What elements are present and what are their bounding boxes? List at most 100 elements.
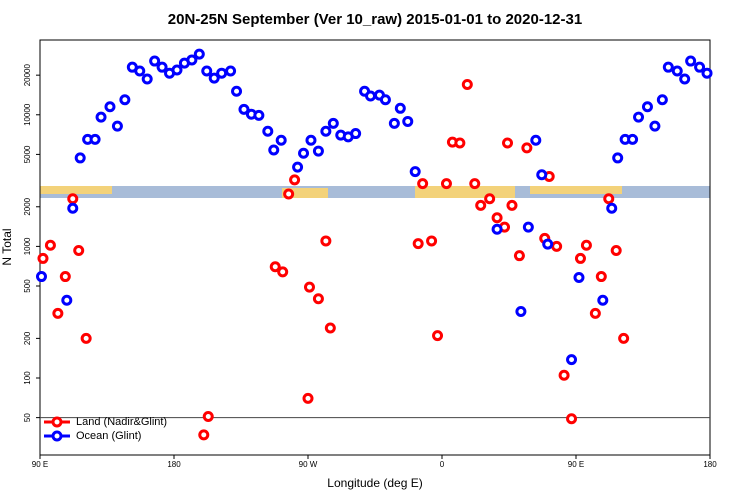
x-tick-label: 180 [703,460,717,469]
marker [606,202,618,214]
y-tick-label: 100 [23,371,32,385]
marker [573,272,585,284]
marker [134,65,146,77]
marker [298,147,310,159]
land-mask-band [40,186,710,198]
marker [73,245,85,257]
marker [350,128,362,140]
marker [536,169,548,181]
marker [52,307,64,319]
marker [679,73,691,85]
marker [542,238,554,250]
marker [149,55,161,67]
marker [67,193,79,205]
marker [292,161,304,173]
marker [198,429,210,441]
legend-marker [51,430,63,442]
marker [388,117,400,129]
x-axis-label: Longitude (deg E) [327,476,422,490]
y-tick-label: 1000 [23,237,32,255]
marker [671,65,683,77]
marker [202,410,214,422]
marker [312,145,324,157]
marker [412,238,424,250]
marker [530,134,542,146]
marker [394,102,406,114]
marker [409,166,421,178]
marker [701,67,713,79]
marker [440,178,452,190]
marker [522,221,534,233]
marker [694,61,706,73]
marker [283,188,295,200]
marker [262,125,274,137]
marker [141,73,153,85]
marker [80,332,92,344]
marker [603,193,615,205]
marker [432,330,444,342]
marker [216,67,228,79]
marker [238,103,250,115]
marker [89,133,101,145]
marker [44,239,56,251]
marker [201,65,213,77]
marker [303,281,315,293]
marker [104,101,116,113]
marker [253,109,265,121]
x-tick-label: 0 [440,460,445,469]
marker [484,193,496,205]
marker [580,239,592,251]
marker [610,245,622,257]
marker [269,261,281,273]
marker [595,271,607,283]
marker [119,94,131,106]
x-tick-label: 180 [167,460,181,469]
marker [558,369,570,381]
marker [111,120,123,132]
marker [186,54,198,66]
y-tick-label: 20000 [23,63,32,86]
marker [426,235,438,247]
marker [506,199,518,211]
marker [502,137,514,149]
marker [231,85,243,97]
marker [469,178,481,190]
marker [95,111,107,123]
marker [566,413,578,425]
marker [685,55,697,67]
marker [305,134,317,146]
y-tick-label: 50 [23,413,32,422]
marker [656,94,668,106]
marker [67,202,79,214]
marker [275,134,287,146]
marker [597,294,609,306]
marker [171,64,183,76]
marker [521,142,533,154]
marker [59,271,71,283]
marker [268,144,280,156]
marker [35,271,47,283]
marker [312,293,324,305]
marker [37,252,49,264]
marker [662,61,674,73]
marker [454,137,466,149]
marker [225,65,237,77]
legend-marker [51,416,63,428]
marker [402,115,414,127]
marker [208,72,220,84]
plot-frame [39,39,711,456]
marker [74,152,86,164]
y-tick-label: 2000 [23,197,32,215]
marker [327,117,339,129]
y-tick-label: 5000 [23,145,32,163]
marker [491,212,503,224]
marker [277,266,289,278]
marker [589,307,601,319]
x-tick-label: 90 E [32,460,48,469]
marker [302,392,314,404]
marker [156,61,168,73]
marker [289,174,301,186]
marker [515,306,527,318]
x-tick-label: 90 E [568,460,584,469]
